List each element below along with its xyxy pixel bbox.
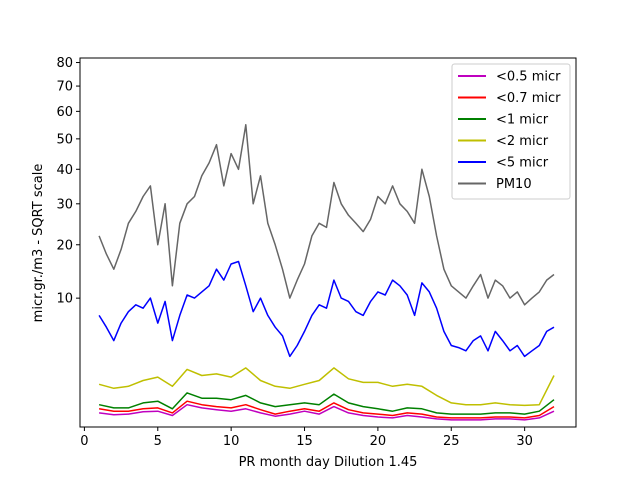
x-tick-label: 0 [80,434,88,449]
x-tick-label: 25 [443,434,460,449]
series-line-3 [98,367,555,407]
series-line-4 [98,260,555,358]
y-tick-label: 50 [56,132,73,147]
legend-label-4: <5 micr [496,156,549,171]
y-tick-label: 70 [56,80,73,95]
y-tick-label: 10 [56,292,73,307]
series-line-0 [99,403,555,421]
series-line-5 [98,124,555,306]
x-tick-label: 5 [154,434,162,449]
y-tick-label: 80 [56,56,73,71]
series-layer [98,124,555,421]
legend: <0.5 micr <0.7 micr <1 micr <2 micr <5 micr P… [451,63,571,200]
series-line-2 [98,392,555,415]
y-tick-label: 30 [56,197,73,212]
x-tick-label: 15 [296,434,313,449]
x-tick-label: 10 [223,434,240,449]
legend-label-2: <1 micr [496,113,549,128]
plot-frame [79,57,577,428]
legend-label-1: <0.7 micr [496,91,561,106]
y-tick-label: 60 [56,105,73,120]
x-tick-label: 30 [516,434,533,449]
legend-label-5: PM10 [496,177,532,192]
legend-label-3: <2 micr [496,134,549,149]
y-axis-label: micr.gr./m3 - SQRT scale [31,164,46,323]
y-axis-ticks: 10 20 30 40 50 60 70 80 [56,56,80,307]
y-tick-label: 40 [56,163,73,178]
y-tick-label: 20 [56,238,73,253]
legend-label-0: <0.5 micr [496,70,561,85]
x-tick-label: 20 [370,434,387,449]
x-axis-ticks: 0 5 10 15 20 25 30 [80,427,533,449]
x-axis-label: PR month day Dilution 1.45 [239,455,418,470]
series-line-1 [98,400,555,419]
